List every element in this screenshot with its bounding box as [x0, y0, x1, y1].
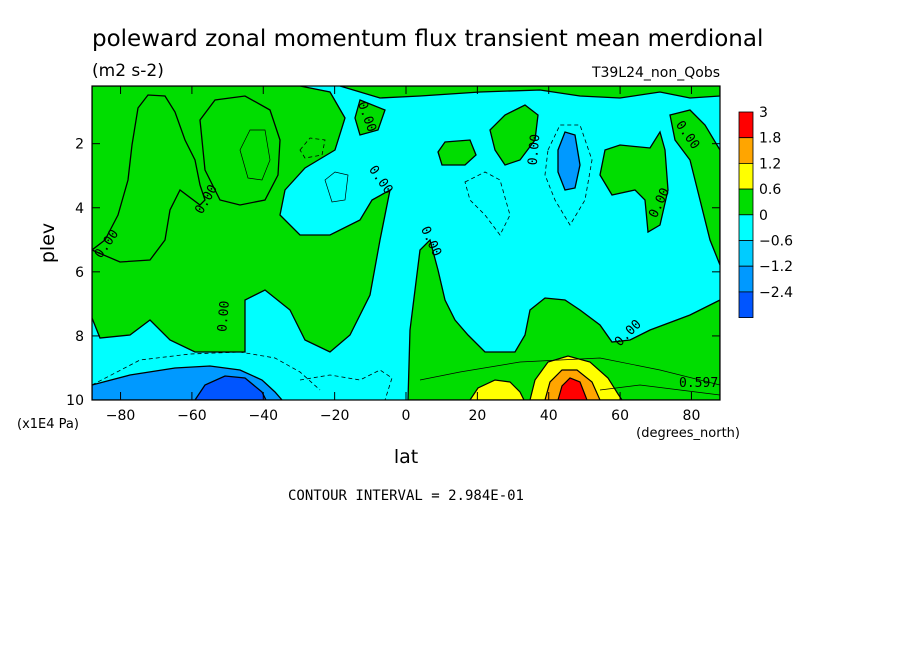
x-tick-label: 0 — [402, 408, 411, 424]
yellow-region-nh-lower-west — [469, 379, 525, 400]
x-tick-label: 20 — [468, 408, 486, 424]
contour-label: 0.00 — [526, 134, 544, 167]
x-axis-label: lat — [394, 446, 418, 468]
positive-region-nh-top-strip — [339, 86, 720, 99]
colorbar-swatch — [738, 214, 754, 241]
colorbar: 3 1.8 1.2 0.6 0 −0.6 −1.2 −2.4 — [738, 105, 793, 318]
colorbar-level-label: 3 — [759, 105, 768, 121]
contour-label: 0.00 — [215, 300, 233, 333]
colorbar-swatch — [738, 291, 754, 318]
x-tick-label: −40 — [248, 408, 278, 424]
colorbar-swatch — [738, 188, 754, 216]
y-axis-label: plev — [37, 223, 59, 263]
y-tick-label: 2 — [75, 137, 84, 153]
positive-region-nh-lower — [407, 238, 720, 400]
positive-fill-regions — [92, 86, 720, 400]
colorbar-swatch — [738, 265, 754, 293]
x-tick-label: 80 — [683, 408, 701, 424]
thin-contours — [239, 129, 720, 396]
y-axis: 2 4 6 8 10 — [66, 137, 720, 409]
contour-interval-note: CONTOUR INTERVAL = 2.984E-01 — [288, 488, 524, 504]
blue-region-sh-lower-core — [194, 375, 267, 400]
colorbar-swatch — [738, 162, 754, 190]
y-tick-label: 4 — [75, 201, 84, 217]
positive-region-nh-30-cell — [489, 104, 539, 166]
x-axis: −80 −60 −40 −20 0 20 40 60 80 — [106, 86, 701, 424]
y-tick-label: 10 — [66, 393, 84, 409]
colorbar-level-label: 1.2 — [759, 156, 781, 172]
colorbar-level-label: 0.6 — [759, 182, 781, 198]
y-axis-units: (x1E4 Pa) — [17, 417, 79, 432]
colorbar-level-label: −1.2 — [759, 259, 793, 275]
x-tick-label: −60 — [177, 408, 207, 424]
run-label: T39L24_non_Qobs — [591, 65, 720, 81]
y-tick-label: 6 — [75, 265, 84, 281]
red-region-nh-lower-max — [557, 377, 588, 400]
x-axis-units: (degrees_north) — [636, 426, 740, 441]
x-tick-label: 40 — [540, 408, 558, 424]
x-tick-label: 60 — [611, 408, 629, 424]
chart-title: poleward zonal momentum flux transient m… — [92, 26, 763, 52]
units-label: (m2 s-2) — [92, 61, 164, 81]
positive-region-nh-polar-column — [669, 109, 720, 266]
colorbar-level-label: 1.8 — [759, 131, 781, 147]
colorbar-swatch — [738, 240, 754, 267]
positive-region-nh-20-cell — [437, 139, 477, 166]
plot-area: 0.000.000.000.000.000.000.000.000.000.00… — [92, 86, 720, 400]
dashed-contours — [92, 124, 593, 400]
x-tick-label: −20 — [320, 408, 350, 424]
positive-region-sh-upper — [92, 94, 206, 263]
y-tick-label: 8 — [75, 329, 84, 345]
colorbar-level-label: −2.4 — [759, 285, 793, 301]
blue-region-nh-upper-cell — [557, 131, 581, 191]
colorbar-swatch — [738, 111, 754, 139]
colorbar-level-label: −0.6 — [759, 234, 793, 250]
x-tick-label: −80 — [106, 408, 136, 424]
colorbar-level-label: 0 — [759, 208, 768, 224]
colorbar-swatch — [738, 137, 754, 164]
positive-region-nh-small-top — [354, 99, 386, 136]
contour-label: 0.597 — [679, 376, 718, 391]
positive-region-nh-polar-upper — [599, 130, 669, 234]
